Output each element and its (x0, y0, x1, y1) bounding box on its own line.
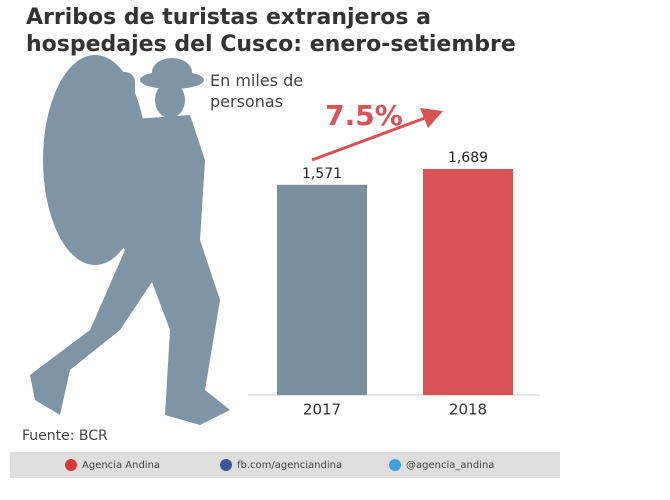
andina-icon (65, 459, 77, 471)
source: Fuente: BCR (22, 428, 108, 444)
chart-subtitle: En miles de personas (210, 71, 304, 111)
bar (423, 169, 513, 395)
x-tick-label: 2018 (449, 401, 487, 419)
footer-text: fb.com/agenciandina (237, 460, 342, 471)
facebook-icon (220, 459, 232, 471)
growth-arrow (311, 108, 443, 162)
twitter-icon (389, 459, 401, 471)
footer-text: Agencia Andina (82, 460, 160, 471)
annotation: 7.5% (325, 99, 403, 132)
backpacker-silhouette (30, 55, 230, 425)
bar (277, 184, 367, 395)
chart-title: Arribos de turistas extranjeros a hosped… (26, 5, 516, 57)
value-label: 1,571 (302, 166, 342, 182)
footer-text: @agencia_andina (406, 460, 494, 471)
x-tick-label: 2017 (303, 401, 341, 419)
footer-bar (10, 452, 560, 478)
value-label: 1,689 (448, 150, 488, 166)
